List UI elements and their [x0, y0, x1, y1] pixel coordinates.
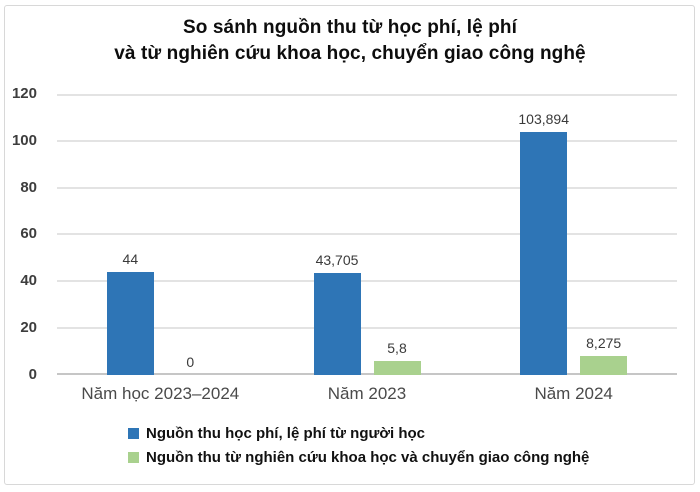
bar-tuition-2024 — [520, 132, 568, 375]
legend-swatch-green-icon — [128, 452, 139, 463]
bar-research-2023 — [373, 361, 421, 375]
bar-wrap-tuition-2: 43,705 — [313, 252, 361, 375]
y-tick-120: 120 — [11, 85, 37, 102]
gridline-40 — [57, 280, 677, 282]
bar-group-2023-2024: 44 0 — [57, 94, 264, 375]
chart-title: So sánh nguồn thu từ học phí, lệ phí và … — [0, 15, 700, 67]
y-tick-20: 20 — [20, 319, 37, 336]
bar-group-2023: 43,705 5,8 — [264, 94, 471, 375]
y-tick-40: 40 — [20, 272, 37, 289]
plot-area: 44 0 43,705 5,8 — [57, 94, 677, 375]
y-axis: 120 100 80 60 40 20 0 — [6, 85, 46, 383]
bar-wrap-tuition-1: 44 — [106, 251, 154, 375]
chart-title-line-2: và từ nghiên cứu khoa học, chuyển giao c… — [114, 43, 586, 65]
bar-research-2024 — [580, 356, 628, 375]
y-tick-60: 60 — [20, 225, 37, 242]
legend-swatch-blue-icon — [128, 428, 139, 439]
legend-item-research: Nguồn thu từ nghiên cứu khoa học và chuy… — [128, 449, 589, 466]
bar-tuition-2023 — [313, 273, 361, 375]
chart-title-line-1: So sánh nguồn thu từ học phí, lệ phí — [183, 17, 517, 38]
x-axis-label-2023-2024: Năm học 2023–2024 — [81, 384, 240, 403]
gridline-20 — [57, 327, 677, 329]
bar-wrap-research-1: 0 — [167, 354, 214, 375]
bar-group-2024: 103,894 8,275 — [470, 94, 677, 375]
y-tick-100: 100 — [11, 132, 37, 149]
x-axis-line — [57, 373, 677, 375]
gridline-80 — [57, 187, 677, 189]
bar-groups: 44 0 43,705 5,8 — [57, 94, 677, 375]
bar-value-label: 44 — [122, 251, 139, 267]
legend-label-tuition: Nguồn thu học phí, lệ phí từ người học — [146, 425, 426, 442]
bar-value-label: 0 — [186, 354, 195, 370]
bar-value-label: 8,275 — [586, 335, 622, 351]
bar-tuition-2023-2024 — [106, 272, 154, 375]
x-axis-label-2023: Năm 2023 — [327, 384, 407, 403]
bar-wrap-tuition-3: 103,894 — [518, 111, 569, 375]
gridline-100 — [57, 140, 677, 142]
legend-label-research: Nguồn thu từ nghiên cứu khoa học và chuy… — [146, 449, 590, 466]
x-axis-label-2024: Năm 2024 — [534, 384, 613, 403]
bar-value-label: 103,894 — [518, 111, 569, 127]
legend: Nguồn thu học phí, lệ phí từ người học N… — [128, 425, 589, 466]
gridline-120 — [57, 94, 677, 96]
bar-wrap-research-3: 8,275 — [580, 335, 628, 375]
bar-wrap-research-2: 5,8 — [373, 340, 421, 375]
gridline-60 — [57, 233, 677, 235]
legend-item-tuition: Nguồn thu học phí, lệ phí từ người học — [128, 425, 589, 442]
y-tick-0: 0 — [28, 366, 37, 383]
x-axis: Năm học 2023–2024 Năm 2023 Năm 2024 — [57, 384, 677, 404]
bar-value-label: 5,8 — [387, 340, 407, 356]
y-tick-80: 80 — [20, 179, 37, 196]
bar-value-label: 43,705 — [315, 252, 359, 268]
